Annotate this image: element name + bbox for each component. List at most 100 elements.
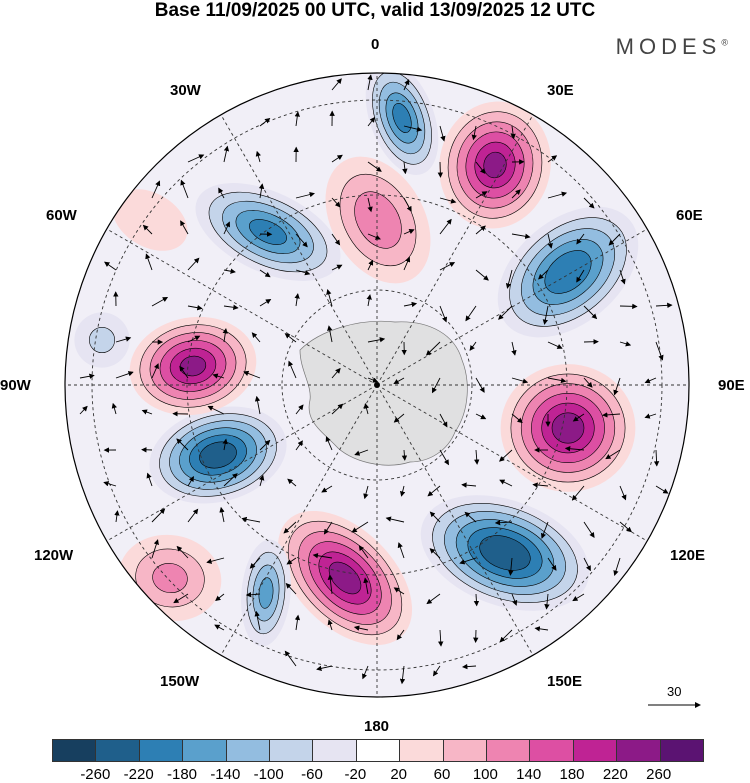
wind-vector (259, 439, 271, 451)
wind-vector (439, 125, 446, 142)
wind-vector (439, 197, 457, 204)
wind-vector (187, 305, 203, 311)
wind-vector (326, 289, 333, 307)
wind-vector (461, 482, 477, 488)
wind-vector (173, 593, 189, 604)
wind-vector (613, 557, 621, 576)
wind-vector (474, 449, 480, 465)
wind-vector (316, 665, 333, 671)
wind-vector (187, 154, 205, 163)
wind-vector (499, 479, 513, 487)
wind-vector (79, 405, 88, 415)
brand-registered-mark: ® (721, 37, 728, 48)
wind-vector (285, 582, 297, 595)
wind-vector (439, 262, 456, 271)
wind-vector (223, 304, 239, 310)
anomaly-low-90w-edge (74, 312, 130, 368)
wind-vector (401, 449, 408, 461)
wind-vector (363, 485, 369, 500)
wind-vector (223, 221, 230, 235)
wind-vector (115, 336, 132, 343)
wind-vector (427, 485, 441, 497)
wind-vector (283, 521, 297, 534)
wind-vector (151, 296, 169, 307)
wind-vector (464, 511, 477, 523)
wind-vector (399, 665, 406, 685)
map-boundary (64, 72, 690, 698)
colorbar-tick-label: 140 (516, 766, 542, 783)
wind-vector (219, 506, 225, 523)
label-lon-120w: 120W (34, 547, 74, 564)
wind-vector (605, 449, 621, 460)
wind-vector (399, 485, 406, 497)
anomaly-low-60e (497, 206, 639, 338)
wind-vector (79, 373, 95, 379)
wind-vector (619, 303, 638, 310)
wind-vector (215, 593, 225, 602)
wind-vector (151, 539, 159, 559)
wind-vector (510, 125, 516, 140)
wind-vector (187, 476, 194, 487)
wind-vector (176, 438, 189, 451)
wind-vector (351, 521, 369, 533)
label-lon-180: 180 (364, 718, 390, 735)
colorbar-cell (660, 740, 704, 761)
wind-vector (475, 161, 486, 175)
wind-vector (473, 593, 480, 607)
wind-vector (534, 626, 549, 632)
wind-vector (576, 269, 585, 283)
wind-vector (180, 220, 189, 235)
wind-vector (331, 233, 341, 246)
wind-vector (432, 665, 441, 677)
modes-logo: MODES® (616, 34, 728, 60)
wind-vector (437, 161, 444, 178)
colorbar-tick-label: -100 (253, 766, 284, 783)
wind-vector (403, 256, 411, 271)
wind-vector (111, 402, 117, 415)
wind-vector (295, 440, 303, 451)
wind-vector (426, 593, 441, 605)
wind-vector (323, 521, 333, 535)
wind-vector (367, 74, 373, 91)
wind-vector (331, 367, 341, 379)
wind-vector (180, 179, 189, 199)
wind-vector (583, 557, 591, 572)
label-lon-150e: 150E (547, 673, 583, 690)
wind-vector (245, 592, 261, 598)
label-lon-90w: 90W (0, 377, 31, 394)
wind-vector (362, 665, 369, 680)
reference-vector-label: 30 (667, 684, 682, 699)
anomaly-high-90e (500, 364, 636, 492)
colorbar-cell (530, 740, 574, 761)
label-lon-60w: 60W (46, 207, 77, 224)
colorbar-cell (96, 740, 140, 761)
wind-vector (393, 413, 405, 423)
wind-vector (644, 377, 657, 384)
wind-vector (358, 545, 369, 559)
wind-vector (325, 436, 333, 451)
colorbar-tick-label: -140 (210, 766, 241, 783)
wind-vector (327, 574, 334, 595)
wind-vector (403, 79, 410, 91)
wind-vector (655, 485, 669, 494)
wind-vector (602, 412, 621, 418)
wind-vector (367, 116, 376, 127)
wind-vector (367, 259, 374, 271)
wind-vector (542, 305, 549, 325)
map-disc (65, 73, 689, 697)
wind-vector (583, 521, 595, 538)
anomaly-high-55w (112, 189, 188, 251)
wind-vector (547, 341, 563, 349)
anomaly-low-105w (149, 406, 287, 504)
wind-vector (294, 614, 301, 631)
colorbar-tick-label: 100 (472, 766, 498, 783)
wind-vector (469, 341, 477, 351)
wind-vector (251, 332, 261, 343)
south-pole-marker (374, 382, 380, 388)
wind-vector (403, 229, 415, 235)
wind-vector (363, 403, 370, 415)
wind-vector (295, 269, 311, 276)
wind-vector (653, 449, 660, 467)
colorbar-tick-label: 220 (602, 766, 628, 783)
wind-vector (284, 650, 297, 667)
